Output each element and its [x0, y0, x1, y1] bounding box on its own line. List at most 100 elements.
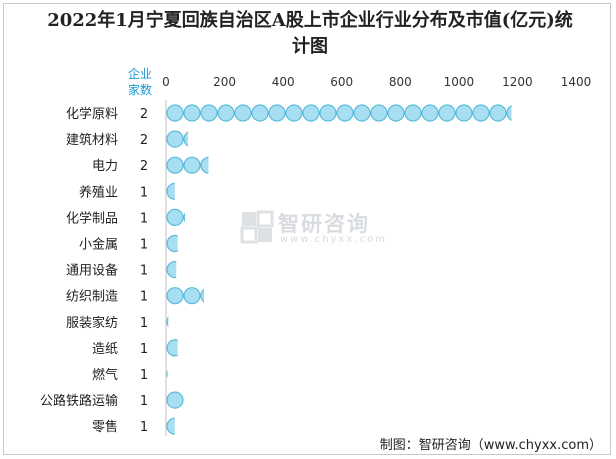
bar-marker	[455, 104, 473, 122]
count-label: 1	[140, 368, 148, 383]
bar	[166, 182, 175, 200]
x-tick-label: 800	[389, 75, 412, 89]
count-label: 1	[140, 185, 148, 200]
bar-marker	[336, 104, 354, 122]
bar	[166, 287, 205, 305]
bar	[166, 208, 186, 226]
bar-marker	[183, 104, 201, 122]
bar-marker	[166, 208, 184, 226]
bar-marker	[489, 104, 507, 122]
bar-marker	[319, 104, 337, 122]
category-label: 燃气	[92, 367, 118, 383]
source-footer: 制图：智研咨询（www.chyxx.com）	[379, 438, 602, 453]
x-tick-label: 400	[272, 75, 295, 89]
count-label: 1	[140, 238, 148, 253]
bar-marker	[404, 104, 422, 122]
chart-frame	[3, 3, 611, 455]
bar	[166, 391, 184, 409]
chart-title: 2022年1月宁夏回族自治区A股上市企业行业分布及市值(亿元)统计图	[47, 10, 573, 57]
bar	[166, 339, 178, 357]
category-label: 造纸	[92, 342, 118, 357]
bar-marker	[251, 104, 269, 122]
category-label: 通用设备	[66, 263, 118, 279]
bar-marker	[200, 156, 209, 174]
count-label: 1	[140, 211, 148, 226]
bar	[166, 234, 178, 253]
x-tick-label: 1200	[502, 75, 533, 89]
watermark-url: www.chyxx.com	[280, 234, 387, 245]
bar-marker	[166, 261, 177, 279]
x-tick-label: 200	[213, 75, 236, 89]
bar-marker	[166, 369, 168, 379]
category-label: 公路铁路运输	[40, 393, 118, 409]
bar-marker	[217, 104, 235, 122]
bar-marker	[234, 104, 252, 122]
count-label: 1	[140, 316, 148, 331]
bar-marker	[200, 288, 205, 303]
bar	[166, 104, 512, 122]
bar	[166, 417, 175, 435]
bar-marker	[438, 104, 456, 122]
count-label: 2	[140, 133, 148, 148]
category-label: 化学制品	[66, 210, 118, 226]
count-header-line2: 家数	[128, 82, 152, 97]
bar-marker	[183, 156, 201, 174]
count-header-line1: 企业	[128, 66, 152, 81]
x-tick-label: 0	[162, 75, 170, 89]
bar-marker	[166, 182, 175, 200]
bar-marker	[302, 104, 320, 122]
bar-marker	[166, 104, 184, 122]
category-label: 建筑材料	[66, 132, 118, 148]
bar-marker	[285, 104, 303, 122]
category-label: 小金属	[79, 237, 118, 253]
bar-marker	[166, 391, 184, 409]
bar-marker	[421, 104, 439, 122]
x-axis-ticks: 0 200 400 600 800 1000 1200 1400	[162, 75, 591, 89]
count-label: 1	[140, 420, 148, 435]
bar-marker	[353, 104, 371, 122]
bar-marker	[200, 104, 218, 122]
bar-marker	[166, 417, 175, 435]
x-tick-label: 1000	[444, 75, 475, 89]
category-label: 电力	[92, 159, 118, 174]
bar	[166, 316, 169, 328]
count-label: 1	[140, 394, 148, 409]
bar-marker	[387, 104, 405, 122]
bar-marker	[166, 339, 178, 357]
bar	[166, 130, 188, 148]
watermark-name: 智研咨询	[278, 212, 370, 236]
watermark: 智研咨询 www.chyxx.com	[236, 208, 396, 248]
x-tick-label: 600	[330, 75, 353, 89]
category-labels: 化学原料建筑材料电力养殖业化学制品小金属通用设备纺织制造服装家纺造纸燃气公路铁路…	[40, 106, 118, 435]
bar-marker	[183, 131, 188, 147]
count-label: 1	[140, 290, 148, 305]
category-label: 化学原料	[66, 106, 118, 122]
bar-marker	[472, 104, 490, 122]
bar-marker	[370, 104, 388, 122]
category-label: 服装家纺	[66, 315, 118, 331]
bar-marker	[183, 212, 186, 223]
x-tick-label: 1400	[561, 75, 592, 89]
category-label: 零售	[92, 419, 118, 435]
count-label: 2	[140, 159, 148, 174]
bar-marker	[183, 287, 201, 305]
bar-marker	[166, 234, 178, 253]
category-label: 养殖业	[79, 184, 118, 200]
bar-marker	[166, 156, 184, 174]
bar-marker	[268, 104, 286, 122]
bar	[166, 369, 168, 379]
bar-marker	[166, 287, 184, 305]
bar-marker	[166, 316, 169, 328]
bar	[166, 156, 209, 174]
count-labels: 2 2 2 1 1 1 1 1 1 1 1 1 1	[140, 107, 148, 435]
count-label: 1	[140, 264, 148, 279]
bar-marker	[166, 130, 184, 148]
watermark-logo-icon	[240, 210, 274, 244]
bar-series	[166, 104, 512, 435]
count-label: 1	[140, 342, 148, 357]
bar	[166, 261, 177, 279]
category-label: 纺织制造	[66, 290, 118, 305]
bar-marker	[506, 105, 512, 121]
count-label: 2	[140, 107, 148, 122]
